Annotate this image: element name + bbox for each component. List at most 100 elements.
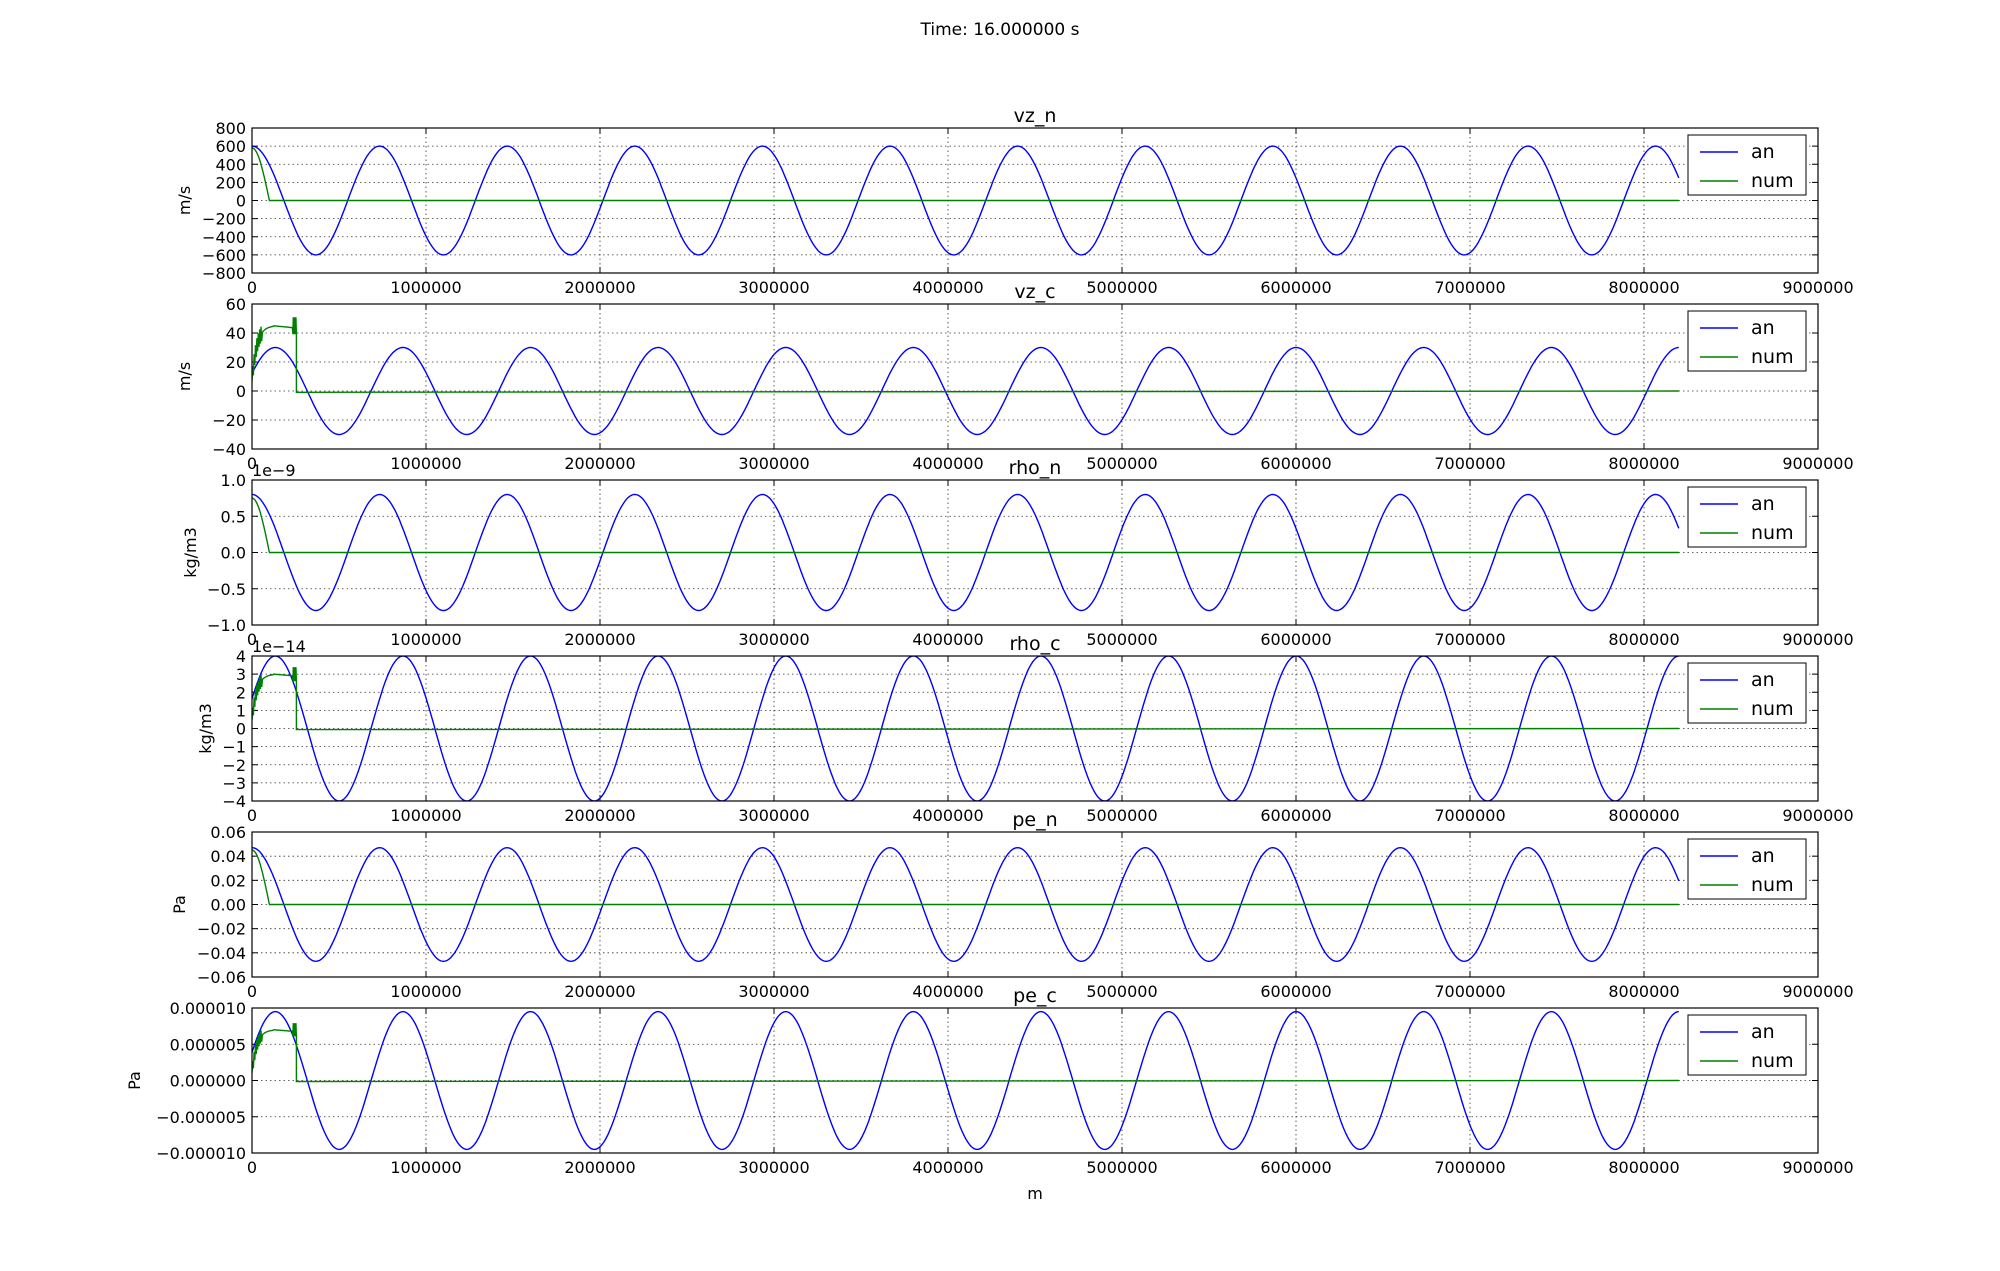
y-tick-label: 0.04	[210, 847, 246, 866]
x-tick-label: 4000000	[912, 454, 983, 473]
x-tick-label: 2000000	[564, 278, 635, 297]
y-tick-label: 600	[215, 137, 246, 156]
x-tick-label: 2000000	[564, 630, 635, 649]
y-tick-label: 2	[236, 683, 246, 702]
y-tick-label: 0.000000	[170, 1072, 246, 1091]
x-tick-label: 6000000	[1260, 806, 1331, 825]
legend-label: an	[1751, 141, 1775, 163]
y-offset-label: 1e−9	[252, 461, 296, 480]
x-tick-label: 0	[247, 806, 257, 825]
x-tick-label: 7000000	[1434, 982, 1505, 1001]
series-line-num	[252, 317, 1679, 394]
y-offset-label: 1e−14	[252, 637, 306, 656]
y-tick-label: −0.06	[197, 968, 246, 987]
legend-label: an	[1751, 669, 1775, 691]
y-tick-label: 1.0	[221, 471, 246, 490]
y-tick-label: 0	[236, 192, 246, 211]
x-tick-label: 8000000	[1608, 454, 1679, 473]
y-tick-label: −2	[222, 756, 246, 775]
x-tick-label: 8000000	[1608, 806, 1679, 825]
x-tick-label: 7000000	[1434, 630, 1505, 649]
plot-frame	[251, 1007, 1819, 1154]
x-tick-label: 1000000	[390, 630, 461, 649]
series-line-an	[252, 1010, 1679, 1151]
y-tick-label: 4	[236, 647, 246, 666]
x-tick-label: 1000000	[390, 454, 461, 473]
legend: an num	[1687, 310, 1807, 372]
x-tick-label: 0	[247, 1158, 257, 1177]
plot-frame	[251, 303, 1819, 450]
legend-label: an	[1751, 1021, 1775, 1043]
y-tick-label: −400	[202, 228, 246, 247]
x-tick-label: 6000000	[1260, 982, 1331, 1001]
x-tick-label: 3000000	[738, 278, 809, 297]
legend: an num	[1687, 486, 1807, 548]
legend-label: num	[1751, 1050, 1794, 1072]
x-tick-label: 9000000	[1782, 1158, 1853, 1177]
x-tick-label: 0	[247, 454, 257, 473]
series-line-an	[252, 846, 1680, 963]
y-tick-label: −800	[202, 264, 246, 283]
series-line-num	[252, 497, 1679, 554]
series-line-an	[252, 656, 1679, 801]
y-tick-label: −0.5	[207, 580, 246, 599]
y-tick-label: 1	[236, 701, 246, 720]
x-tick-label: 9000000	[1782, 982, 1853, 1001]
x-tick-label: 7000000	[1434, 1158, 1505, 1177]
x-tick-label: 7000000	[1434, 806, 1505, 825]
subplot-title: vz_c	[1014, 281, 1055, 303]
y-tick-label: 60	[226, 295, 246, 314]
y-tick-label: 200	[215, 173, 246, 192]
x-tick-label: 0	[247, 278, 257, 297]
legend-label: an	[1751, 317, 1775, 339]
y-tick-label: −1	[222, 738, 246, 757]
legend-label: num	[1751, 874, 1794, 896]
series-line-num	[252, 849, 1679, 906]
y-tick-label: 0.02	[210, 871, 246, 890]
x-tick-label: 1000000	[390, 278, 461, 297]
y-tick-label: 0.00	[210, 896, 246, 915]
subplot-rho-n: 0 1000000 2000000 3000000 4000000 5000000 6000…	[181, 457, 1854, 649]
subplot-title: pe_c	[1013, 985, 1057, 1007]
x-tick-label: 5000000	[1086, 454, 1157, 473]
y-tick-label: 3	[236, 665, 246, 684]
y-tick-label: 40	[226, 324, 246, 343]
series-line-an	[252, 493, 1680, 612]
series-line-an	[252, 145, 1680, 256]
y-tick-label: 0	[236, 382, 246, 401]
x-tick-label: 1000000	[390, 982, 461, 1001]
x-tick-label: 6000000	[1260, 278, 1331, 297]
subplot-title: vz_n	[1014, 105, 1057, 127]
y-tick-label: 800	[215, 119, 246, 138]
x-tick-label: 4000000	[912, 278, 983, 297]
x-tick-label: 2000000	[564, 982, 635, 1001]
y-tick-label: −0.02	[197, 920, 246, 939]
x-tick-label: 6000000	[1260, 630, 1331, 649]
plot-frame	[251, 831, 1819, 978]
legend: an num	[1687, 1014, 1807, 1076]
y-axis-label: m/s	[175, 362, 194, 391]
y-axis-label: Pa	[125, 1071, 144, 1090]
y-tick-label: 20	[226, 353, 246, 372]
subplot-vz-n: 0 1000000 2000000 3000000 4000000 5000000 6000…	[175, 105, 1854, 297]
y-tick-label: 400	[215, 155, 246, 174]
legend-label: num	[1751, 522, 1794, 544]
figure-title: Time: 16.000000 s	[920, 20, 1080, 40]
x-tick-label: 2000000	[564, 454, 635, 473]
x-tick-label: 1000000	[390, 1158, 461, 1177]
legend-label: num	[1751, 346, 1794, 368]
grid	[252, 304, 1818, 449]
x-tick-label: 5000000	[1086, 1158, 1157, 1177]
subplot-title: rho_n	[1009, 457, 1062, 479]
legend-label: num	[1751, 170, 1794, 192]
x-tick-label: 9000000	[1782, 630, 1853, 649]
x-tick-label: 9000000	[1782, 278, 1853, 297]
y-tick-label: −600	[202, 246, 246, 265]
x-tick-label: 2000000	[564, 806, 635, 825]
x-tick-label: 6000000	[1260, 454, 1331, 473]
y-tick-label: −20	[212, 411, 246, 430]
x-tick-label: 3000000	[738, 1158, 809, 1177]
x-tick-label: 4000000	[912, 982, 983, 1001]
x-tick-label: 3000000	[738, 454, 809, 473]
series-line-num	[252, 1023, 1679, 1083]
